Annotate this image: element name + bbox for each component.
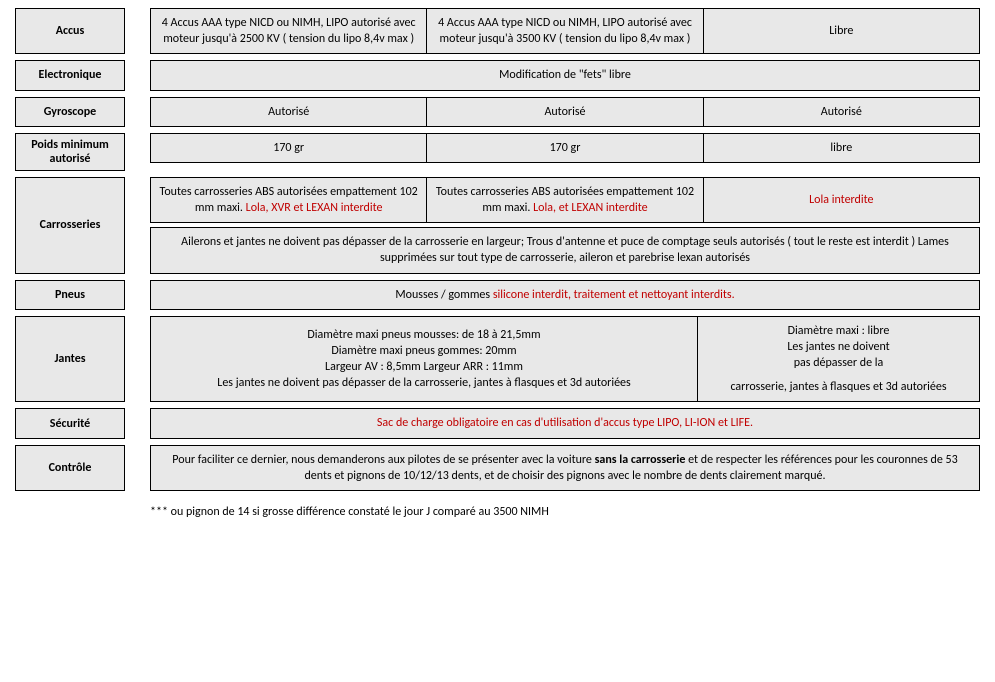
carrosseries-col2-red: Lola, et LEXAN interdite xyxy=(533,201,648,215)
accus-col1: 4 Accus AAA type NICD ou NIMH, LIPO auto… xyxy=(150,8,427,54)
jantes-right-line3: carrosserie, jantes à flasques et 3d aut… xyxy=(730,379,946,395)
securite-red: Sac de charge obligatoire en cas d'utili… xyxy=(377,415,753,431)
pneus-full: Mousses / gommes silicone interdit, trai… xyxy=(150,280,980,310)
row-securite: Sécurité Sac de charge obligatoire en ca… xyxy=(15,408,980,438)
data-controle: Pour faciliter ce dernier, nous demander… xyxy=(150,445,980,491)
label-accus: Accus xyxy=(15,8,125,54)
label-jantes: Jantes xyxy=(15,316,125,403)
row-electronique: Electronique Modification de "fets" libr… xyxy=(15,60,980,90)
row-jantes: Jantes Diamètre maxi pneus mousses: de 1… xyxy=(15,316,980,403)
carrosseries-full2: Ailerons et jantes ne doivent pas dépass… xyxy=(150,227,980,273)
controle-bold: sans la carrosserie xyxy=(595,453,686,467)
accus-col3: Libre xyxy=(704,8,980,54)
gyroscope-col1: Autorisé xyxy=(150,97,427,127)
jantes-right-line1: Les jantes ne doivent xyxy=(787,339,889,355)
gyroscope-col3: Autorisé xyxy=(704,97,980,127)
accus-col2: 4 Accus AAA type NICD ou NIMH, LIPO auto… xyxy=(427,8,703,54)
jantes-left-line1: Diamètre maxi pneus gommes: 20mm xyxy=(331,343,516,359)
row-controle: Contrôle Pour faciliter ce dernier, nous… xyxy=(15,445,980,491)
label-poids: Poids minimum autorisé xyxy=(15,133,125,171)
jantes-right-line0: Diamètre maxi : libre xyxy=(788,323,890,339)
electronique-full: Modification de "fets" libre xyxy=(150,60,980,90)
label-carrosseries: Carrosseries xyxy=(15,177,125,274)
data-securite: Sac de charge obligatoire en cas d'utili… xyxy=(150,408,980,438)
gyroscope-col2: Autorisé xyxy=(427,97,703,127)
data-poids: 170 gr 170 gr libre xyxy=(150,133,980,171)
row-carrosseries: Carrosseries Toutes carrosseries ABS aut… xyxy=(15,177,980,274)
pneus-black: Mousses / gommes xyxy=(395,288,492,302)
row-poids: Poids minimum autorisé 170 gr 170 gr lib… xyxy=(15,133,980,171)
label-securite: Sécurité xyxy=(15,408,125,438)
data-accus: 4 Accus AAA type NICD ou NIMH, LIPO auto… xyxy=(150,8,980,54)
footnote: *** ou pignon de 14 si grosse différence… xyxy=(150,505,980,519)
jantes-right: Diamètre maxi : libre Les jantes ne doiv… xyxy=(698,316,980,403)
carrosseries-col1: Toutes carrosseries ABS autorisées empat… xyxy=(150,177,427,223)
row-pneus: Pneus Mousses / gommes silicone interdit… xyxy=(15,280,980,310)
row-gyroscope: Gyroscope Autorisé Autorisé Autorisé xyxy=(15,97,980,127)
data-jantes: Diamètre maxi pneus mousses: de 18 à 21,… xyxy=(150,316,980,403)
label-gyroscope: Gyroscope xyxy=(15,97,125,127)
label-pneus: Pneus xyxy=(15,280,125,310)
jantes-left: Diamètre maxi pneus mousses: de 18 à 21,… xyxy=(150,316,698,403)
label-electronique: Electronique xyxy=(15,60,125,90)
carrosseries-col2: Toutes carrosseries ABS autorisées empat… xyxy=(427,177,703,223)
jantes-left-line3: Les jantes ne doivent pas dépasser de la… xyxy=(217,375,630,391)
carrosseries-col1-red: Lola, XVR et LEXAN interdite xyxy=(246,201,383,215)
data-electronique: Modification de "fets" libre xyxy=(150,60,980,90)
carrosseries-col3: Lola interdite xyxy=(704,177,980,223)
data-pneus: Mousses / gommes silicone interdit, trai… xyxy=(150,280,980,310)
pneus-red: silicone interdit, traitement et nettoya… xyxy=(493,288,735,302)
jantes-left-line0: Diamètre maxi pneus mousses: de 18 à 21,… xyxy=(307,327,540,343)
poids-col1: 170 gr xyxy=(150,133,427,163)
controle-full: Pour faciliter ce dernier, nous demander… xyxy=(150,445,980,491)
jantes-right-line2: pas dépasser de la xyxy=(794,355,884,371)
controle-pre: Pour faciliter ce dernier, nous demander… xyxy=(172,453,594,467)
securite-full: Sac de charge obligatoire en cas d'utili… xyxy=(150,408,980,438)
jantes-left-line2: Largeur AV : 8,5mm Largeur ARR : 11mm xyxy=(325,359,523,375)
data-gyroscope: Autorisé Autorisé Autorisé xyxy=(150,97,980,127)
poids-col3: libre xyxy=(704,133,980,163)
row-accus: Accus 4 Accus AAA type NICD ou NIMH, LIP… xyxy=(15,8,980,54)
label-controle: Contrôle xyxy=(15,445,125,491)
poids-col2: 170 gr xyxy=(427,133,703,163)
data-carrosseries: Toutes carrosseries ABS autorisées empat… xyxy=(150,177,980,274)
carrosseries-col3-red: Lola interdite xyxy=(809,192,873,208)
